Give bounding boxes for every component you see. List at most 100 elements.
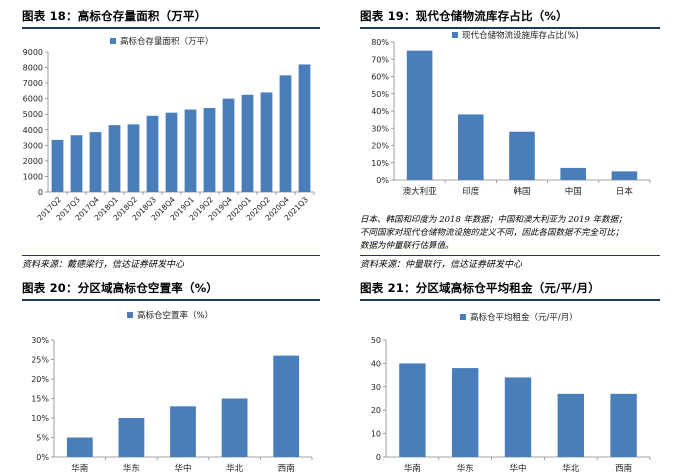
legend-label: 现代仓储物流设施库存占比(%): [462, 30, 579, 41]
source-text: 资料来源：戴德梁行，信达证券研发中心: [22, 260, 185, 270]
y-tick-label: 40: [371, 359, 381, 368]
x-tick-label: 华北: [226, 463, 244, 472]
chart-vacancy-rate: 高标仓空置率（%） 0% 5% 10% 15% 20% 25% 30% 华南 华东 华中 华北 西南: [31, 310, 313, 472]
panel-title: 图表 18：高标仓存量面积（万平）: [22, 9, 207, 23]
x-tick-label: 华东: [457, 463, 474, 472]
bar: [89, 132, 102, 192]
y-tick-label: 70%: [371, 55, 389, 64]
bar: [399, 363, 426, 457]
x-tick-label: 澳大利亚: [403, 186, 438, 197]
bar: [170, 406, 196, 457]
y-tick-label: 2000: [23, 157, 43, 166]
y-tick-label: 20: [371, 406, 381, 415]
bar: [127, 124, 140, 192]
bar: [241, 94, 254, 192]
y-tick-label: 0: [38, 188, 43, 197]
y-tick-label: 30: [371, 383, 381, 392]
y-tick-label: 0%: [376, 176, 389, 185]
chart-modern-logistics-share: 现代仓储物流设施库存占比(%) 0% 10% 20% 30% 40% 50% 60% 70% 80…: [371, 30, 651, 197]
bar: [146, 115, 159, 192]
y-tick-label: 50%: [371, 90, 389, 99]
title-rule: [22, 299, 320, 301]
y-tick-label: 20%: [371, 142, 389, 151]
chart-warehouse-stock: 高标仓存量面积（万平） 0 1000 2000 3000 4000 5000 6000 7000…: [23, 36, 315, 222]
y-tick-label: 8000: [23, 64, 43, 73]
y-tick-label: 5000: [23, 110, 43, 119]
bar: [406, 50, 433, 180]
bar: [221, 398, 248, 457]
title-rule: [360, 27, 660, 29]
y-tick-label: 10%: [31, 414, 49, 423]
legend-label: 高标仓空置率（%）: [137, 310, 213, 321]
y-tick-label: 25%: [31, 356, 49, 365]
panel-average-rent: 图表 21：分区域高标仓平均租金（元/平/月） 高标仓平均租金（元/平/月） 0 1…: [360, 278, 660, 472]
bar: [260, 92, 273, 192]
y-tick-label: 80%: [371, 38, 389, 47]
panel-modern-logistics-share: 图表 19：现代仓储物流库存占比（%） 现代仓储物流设施库存占比(%) 0% 10%…: [360, 0, 660, 270]
panel-vacancy-rate: 图表 20：分区域高标仓空置率（%） 高标仓空置率（%） 0% 5% 10% 15% 20…: [22, 278, 320, 472]
y-tick-label: 9000: [23, 48, 43, 57]
y-tick-label: 10: [371, 430, 381, 439]
x-tick-label: 华南: [404, 463, 421, 472]
note-line: 日本、韩国和印度为 2018 年数据；中国和澳大利亚为 2019 年数据；: [360, 215, 627, 225]
y-tick-label: 5%: [36, 434, 49, 443]
legend-swatch: [460, 314, 466, 320]
legend-swatch: [452, 32, 458, 38]
x-tick-label: 华东: [123, 463, 140, 472]
bar: [509, 131, 535, 180]
y-tick-label: 10%: [371, 159, 389, 168]
x-tick-label: 西南: [615, 463, 632, 472]
legend-label: 高标仓平均租金（元/平/月）: [470, 312, 578, 323]
y-tick-label: 20%: [31, 375, 49, 384]
bar: [203, 108, 216, 192]
bar: [560, 167, 586, 180]
x-tick-label: 日本: [616, 186, 634, 197]
title-rule: [22, 27, 320, 29]
bar: [610, 393, 637, 457]
x-tick-label: 华南: [71, 463, 88, 472]
x-tick-label: 华中: [509, 463, 526, 472]
y-tick-label: 6000: [23, 95, 43, 104]
y-tick-label: 50: [371, 336, 381, 345]
bar: [279, 75, 292, 192]
panel-title: 图表 21：分区域高标仓平均租金（元/平/月）: [360, 281, 601, 295]
note-line: 数据为仲量联行估算值。: [360, 241, 454, 251]
y-tick-label: 40%: [371, 107, 389, 116]
x-tick-label: 中国: [565, 186, 582, 197]
source-rule: [22, 255, 320, 256]
y-tick-label: 4000: [23, 126, 43, 135]
x-tick-label: 华中: [174, 463, 191, 472]
y-tick-label: 30%: [371, 124, 389, 133]
y-tick-label: 0%: [36, 453, 49, 462]
title-rule: [360, 299, 660, 301]
bar: [452, 368, 479, 457]
panel-title: 图表 20：分区域高标仓空置率（%）: [22, 281, 219, 295]
source-text: 资料来源：仲量联行，信达证券研发中心: [360, 260, 523, 270]
panel-warehouse-stock: 图表 18：高标仓存量面积（万平） 高标仓存量面积（万平） 0 1000 2000 30…: [22, 0, 320, 270]
x-tick-label: 华北: [562, 463, 580, 472]
bar: [184, 109, 197, 192]
bar: [66, 437, 93, 457]
bar: [504, 377, 532, 457]
bar: [108, 125, 121, 192]
chart-average-rent: 高标仓平均租金（元/平/月） 0 10 20 30 40 50 华南 华东 华中 华北 西南: [371, 312, 651, 472]
legend-swatch: [110, 38, 116, 44]
y-tick-label: 15%: [31, 395, 49, 404]
bar: [51, 139, 64, 192]
bar: [273, 355, 300, 457]
x-tick-label: 韩国: [513, 186, 530, 197]
legend-swatch: [127, 312, 133, 318]
y-tick-label: 7000: [23, 79, 43, 88]
x-tick-label: 西南: [278, 463, 295, 472]
bar: [458, 114, 484, 180]
y-tick-label: 1000: [23, 172, 43, 181]
bar: [165, 112, 178, 192]
note-line: 不同国家对现代仓储物流设施的定义不同，因此各国数据不完全可比；: [360, 228, 624, 238]
bar: [557, 393, 584, 457]
y-tick-label: 60%: [371, 73, 389, 82]
bar: [611, 171, 638, 180]
bar: [118, 418, 145, 457]
source-rule: [360, 255, 660, 256]
y-tick-label: 3000: [23, 141, 43, 150]
panel-title: 图表 19：现代仓储物流库存占比（%）: [360, 9, 568, 23]
